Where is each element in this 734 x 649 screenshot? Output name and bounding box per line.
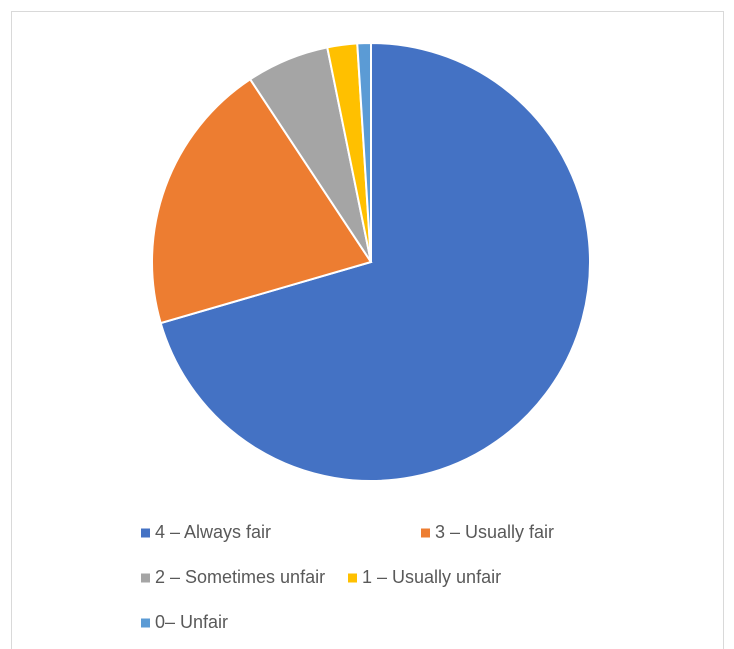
legend-swatch [348, 573, 357, 583]
legend-swatch [421, 528, 430, 538]
legend-swatch [141, 618, 150, 628]
legend-swatch [141, 528, 150, 538]
legend-label: 0– Unfair [155, 612, 228, 632]
legend-label: 3 – Usually fair [435, 522, 554, 542]
pie-slice [356, 41, 372, 263]
legend-label: 4 – Always fair [155, 522, 271, 542]
legend-label: 2 – Sometimes unfair [155, 567, 325, 587]
pie-slice [159, 41, 591, 482]
legend-label: 1 – Usually unfair [362, 567, 501, 587]
legend-swatch [141, 573, 150, 583]
pie-slice [151, 77, 373, 325]
